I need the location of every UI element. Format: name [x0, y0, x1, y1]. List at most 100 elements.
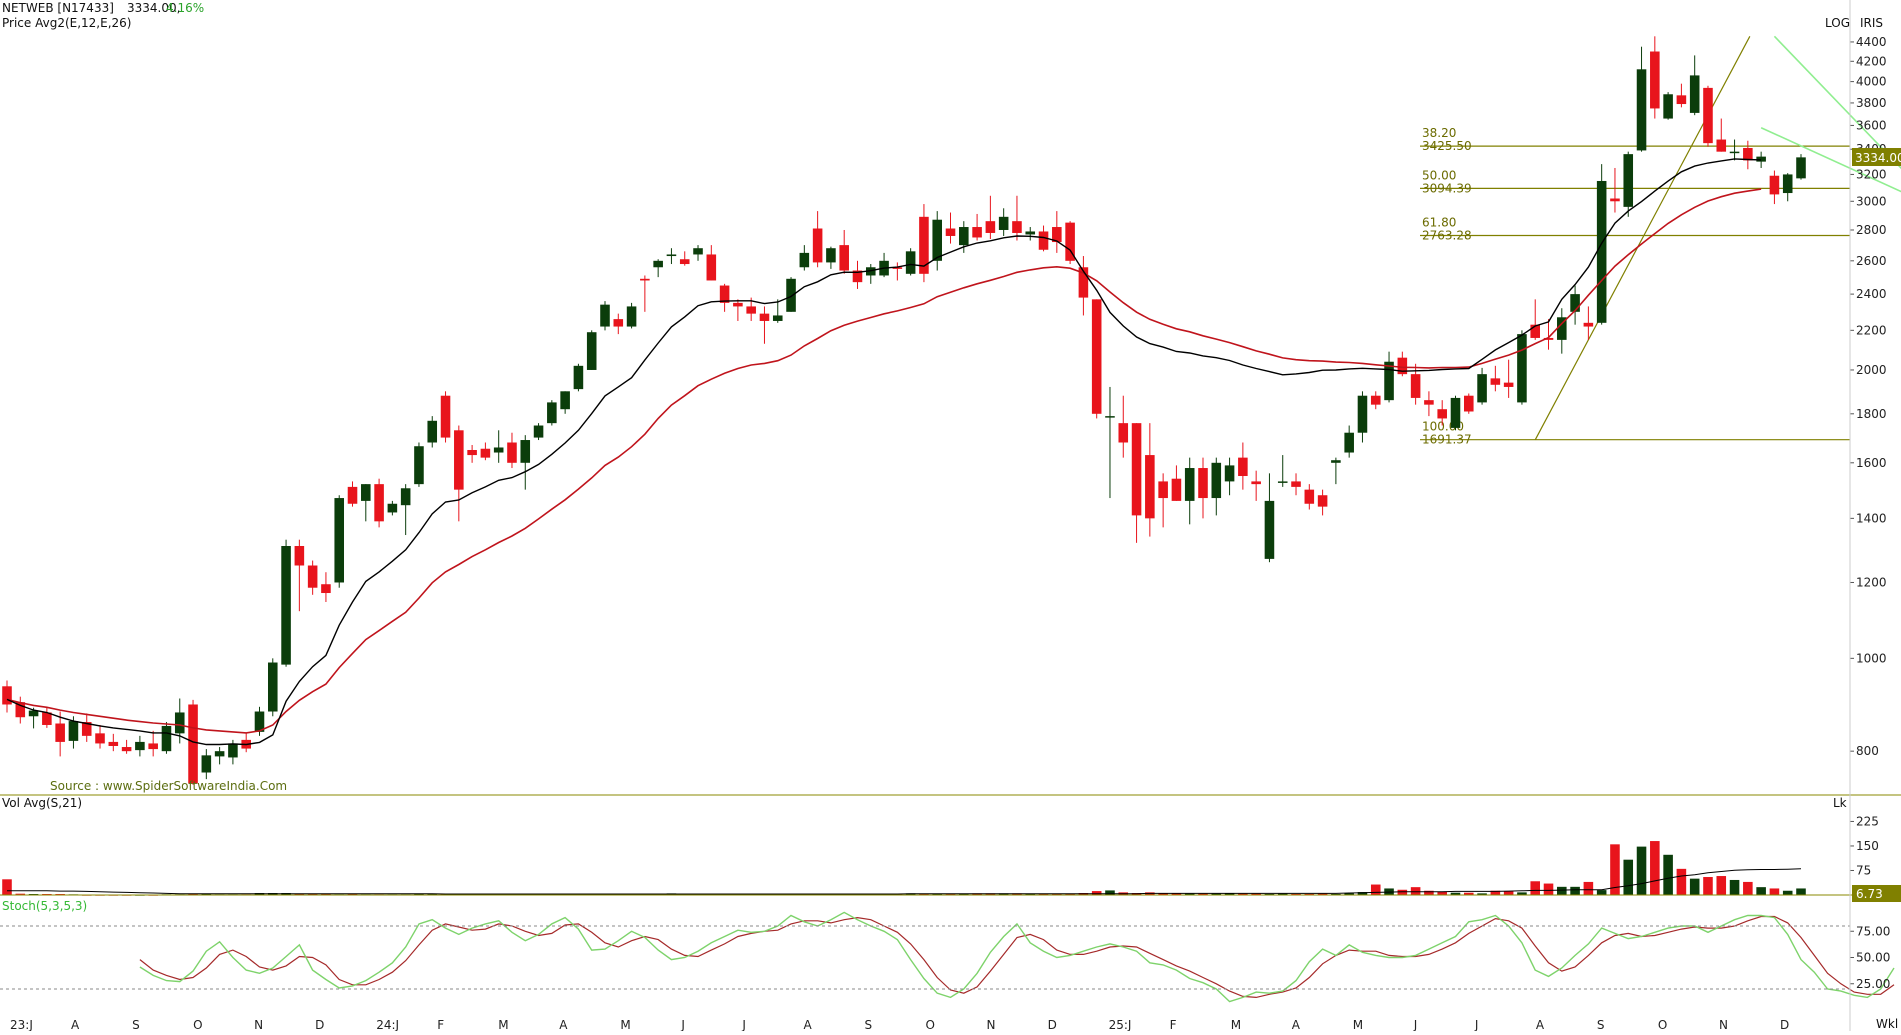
candle-body — [1105, 416, 1115, 418]
volume-bar — [1238, 893, 1248, 895]
x-axis-label: N — [1719, 1018, 1728, 1031]
x-axis-label: O — [926, 1018, 935, 1031]
candle-body — [440, 395, 451, 438]
candle-body — [1636, 69, 1647, 151]
candle-body — [307, 565, 318, 588]
candle-body — [1450, 397, 1461, 428]
candle-body — [839, 245, 849, 271]
candle-body — [1397, 357, 1408, 375]
candle-body — [81, 722, 92, 736]
price-tick-label: 4200 — [1856, 54, 1887, 68]
candle-body — [294, 545, 305, 566]
candle-body — [985, 221, 996, 233]
volume-bar — [1277, 893, 1288, 895]
volume-bar — [1596, 890, 1607, 895]
candle-body — [427, 420, 438, 443]
volume-bar — [1703, 877, 1713, 895]
price-tick-label: 3000 — [1856, 194, 1887, 208]
fib-level-value: 2763.28 — [1422, 228, 1472, 242]
fib-level-pct: 38.20 — [1422, 126, 1456, 140]
x-axis-label: M — [1231, 1018, 1241, 1031]
candle-body — [480, 448, 491, 458]
candle-body — [1557, 317, 1567, 340]
candle-body — [1357, 395, 1368, 433]
timeframe-label[interactable]: Wkl — [1876, 1017, 1898, 1031]
x-axis-label: M — [620, 1018, 630, 1031]
candle-body — [679, 259, 690, 265]
candle-body — [852, 270, 863, 283]
volume-bar — [1397, 889, 1408, 895]
candle-body — [334, 498, 345, 583]
price-tick-label: 2200 — [1856, 323, 1887, 337]
candle-body — [826, 248, 836, 263]
candle-body — [1078, 267, 1089, 298]
candle-body — [267, 662, 278, 712]
candle-body — [1570, 294, 1580, 312]
x-axis-label: 23:J — [10, 1018, 33, 1031]
candle-body — [919, 216, 929, 274]
candle-body — [613, 319, 624, 327]
candle-body — [1782, 174, 1793, 194]
candle-body — [2, 686, 12, 705]
scale-mode-label[interactable]: LOG — [1825, 16, 1850, 30]
volume-bar — [1530, 881, 1541, 895]
candle-body — [281, 545, 291, 665]
candle-body — [1370, 395, 1381, 405]
candle-body — [1676, 95, 1687, 105]
volume-bar — [1650, 841, 1660, 895]
candle-body — [972, 227, 982, 238]
price-tick-label: 1800 — [1856, 407, 1887, 421]
x-axis-label: D — [1048, 1018, 1057, 1031]
candle-body — [1065, 222, 1075, 261]
volume-average-line — [7, 868, 1802, 895]
candle-body — [905, 251, 916, 274]
candle-body — [932, 219, 943, 261]
stoch-k-line — [139, 911, 1895, 1003]
candle-body — [493, 447, 504, 453]
volume-bar — [1424, 890, 1434, 895]
candle-body — [400, 488, 411, 506]
candle-body — [1211, 462, 1222, 499]
candle-body — [55, 723, 65, 742]
price-tick-label: 4000 — [1856, 75, 1887, 89]
x-axis-label: N — [254, 1018, 263, 1031]
candle-body — [1038, 231, 1049, 250]
candle-body — [586, 332, 597, 370]
candle-body — [1384, 361, 1394, 401]
candle-body — [693, 248, 703, 255]
candle-body — [1331, 460, 1341, 463]
volume-bar — [1211, 893, 1222, 895]
candle-body — [1184, 468, 1195, 501]
candle-body — [1291, 481, 1301, 487]
price-tag-box — [1852, 148, 1901, 166]
volume-bar — [1782, 890, 1793, 895]
candle-body — [1583, 322, 1594, 327]
fib-swing-line — [1534, 36, 1751, 441]
candle-body — [772, 315, 783, 321]
candle-body — [1623, 154, 1634, 207]
candle-body — [573, 365, 584, 390]
candle-body — [1743, 147, 1753, 161]
x-axis-label: M — [498, 1018, 508, 1031]
volume-bar — [1503, 891, 1514, 895]
candle-body — [1238, 457, 1248, 477]
candle-body — [1198, 468, 1208, 499]
stoch-d-line — [139, 915, 1895, 999]
candle-body — [1052, 227, 1062, 243]
volume-bar — [1025, 893, 1036, 895]
candle-body — [347, 486, 358, 504]
volume-bar — [1171, 893, 1182, 895]
stochastic-layer — [139, 911, 1895, 1003]
price-tick-label: 1000 — [1856, 651, 1887, 665]
candle-body — [640, 278, 650, 281]
candle-body — [799, 252, 810, 268]
x-axis-label: F — [1170, 1018, 1177, 1031]
candle-body — [1650, 51, 1660, 109]
candle-body — [95, 733, 105, 744]
candle-body — [533, 425, 544, 438]
volume-bar — [1490, 890, 1501, 895]
candle-body — [1517, 334, 1527, 403]
candle-body — [121, 747, 132, 752]
value-tags: 3334.00 6.73 — [1852, 148, 1901, 902]
